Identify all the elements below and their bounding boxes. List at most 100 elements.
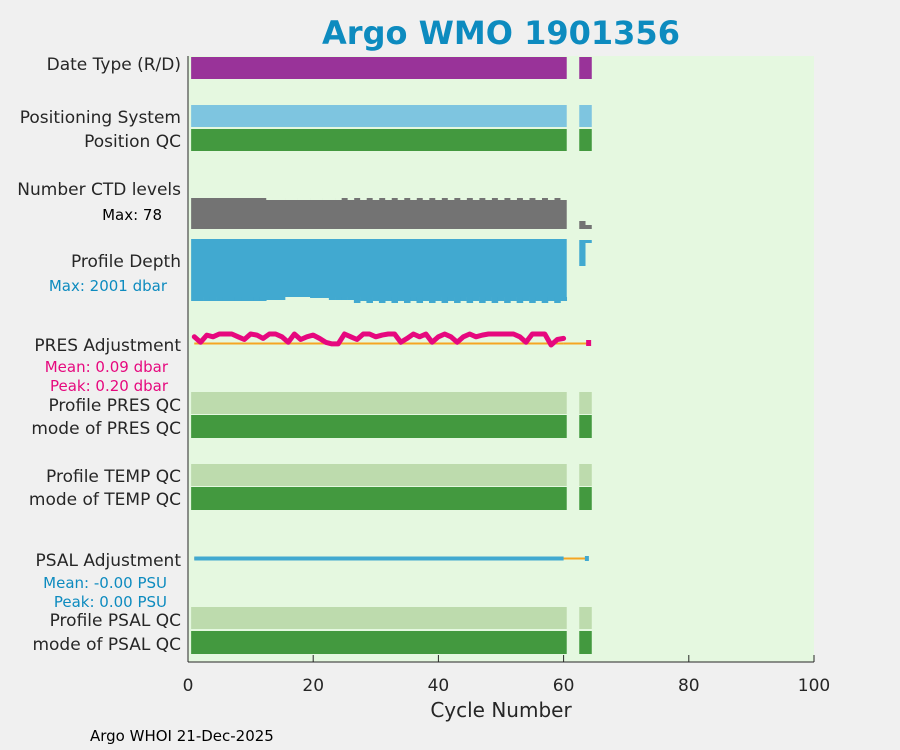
ctd-levels-gap-14 — [272, 198, 280, 200]
psal-adjustment-sub-label-2: Peak: 0.00 PSU — [54, 593, 167, 611]
ctd-levels-gap-19 — [303, 198, 311, 200]
ctd-levels-gap-21 — [316, 198, 323, 200]
profile-depth-cycle-6 — [222, 297, 229, 301]
x-axis-label: Cycle Number — [430, 698, 572, 722]
profile-pres-qc-label: Profile PRES QC — [48, 396, 181, 416]
mode-psal-qc-bar-1 — [191, 631, 567, 654]
profile-psal-qc-label: Profile PSAL QC — [50, 611, 181, 631]
profile-depth-cycle-3 — [203, 297, 211, 301]
ctd-levels-gap-48 — [485, 198, 492, 200]
profile-depth-cycle-28 — [360, 297, 367, 301]
position-qc-label: Position QC — [84, 132, 181, 152]
positioning-system-bar-2 — [579, 105, 592, 127]
profile-depth-cycle-33 — [391, 297, 399, 303]
psal-adjustment-sub-label: Mean: -0.00 PSU — [43, 574, 167, 592]
profile-psal-qc-bar-1 — [191, 607, 567, 629]
profile-pres-qc-bar-1 — [191, 392, 567, 414]
plot-background — [188, 56, 814, 662]
profile-depth-cycle-41 — [441, 297, 449, 303]
positioning-system-bar-1 — [191, 105, 567, 127]
ctd-levels-gap-15 — [278, 198, 286, 200]
ctd-levels-gap-40 — [435, 198, 442, 200]
mode-temp-qc-bar-2 — [579, 487, 592, 510]
profile-depth-cycle-29 — [366, 297, 373, 303]
profile-depth-cycle-48 — [485, 297, 492, 301]
ctd-levels-gap-44 — [460, 198, 467, 200]
date-type-label: Date Type (R/D) — [47, 55, 181, 75]
ctd-levels-gap-38 — [422, 198, 430, 200]
mode-pres-qc-bar-2 — [579, 415, 592, 438]
mode-temp-qc-label: mode of TEMP QC — [29, 490, 181, 510]
profile-depth-cycle-53 — [516, 297, 524, 303]
profile-depth-cycle-32 — [385, 297, 392, 301]
profile-depth-cycle-47 — [479, 297, 486, 303]
psal-adjustment-label: PSAL Adjustment — [36, 551, 182, 571]
ctd-levels-bar-2 — [579, 221, 586, 229]
date-type-bar-1 — [191, 57, 567, 79]
profile-depth-cycle-45 — [466, 297, 474, 303]
x-tick-label-0: 0 — [183, 676, 194, 696]
profile-depth-cycle-58 — [547, 297, 555, 301]
profile-depth-cycle-24 — [335, 297, 342, 300]
ctd-levels-gap-22 — [322, 198, 330, 200]
ctd-levels-gap-46 — [472, 198, 480, 200]
pres-adjustment-sub-label-2: Peak: 0.20 dbar — [50, 377, 169, 395]
profile-depth-cycle-22 — [322, 297, 330, 298]
profile-depth-cycle-10 — [247, 297, 255, 301]
profile-depth-cycle-34 — [397, 297, 405, 301]
ctd-levels-gap-26 — [347, 198, 355, 200]
profile-depth-cycle-1 — [191, 297, 198, 301]
profile-depth-cycle-25 — [341, 297, 348, 300]
profile-depth-cycle-55 — [529, 297, 536, 303]
profile-depth-cycle-36 — [410, 297, 417, 301]
x-tick-label-60: 60 — [553, 676, 575, 696]
ctd-levels-gap-58 — [547, 198, 555, 200]
footer-text: Argo WHOI 21-Dec-2025 — [90, 727, 274, 745]
profile-depth-cycle-13 — [266, 297, 273, 300]
mode-psal-qc-bar-2 — [579, 631, 592, 654]
ctd-levels-gap-17 — [291, 198, 298, 200]
profile-depth-cycle-51 — [504, 297, 511, 303]
x-tick-label-100: 100 — [798, 676, 830, 696]
x-tick-label-20: 20 — [302, 676, 324, 696]
mode-pres-qc-bar-1 — [191, 415, 567, 438]
profile-depth-cycle-9 — [241, 297, 248, 301]
ctd-levels-bar-3 — [585, 225, 592, 229]
profile-depth-sub-label: Max: 2001 dbar — [49, 277, 168, 295]
profile-depth-cycle-26 — [347, 297, 355, 300]
psal-adjustment-point-64 — [584, 556, 589, 561]
profile-depth-cycle-52 — [510, 297, 517, 301]
ctd-levels-gap-32 — [385, 198, 392, 200]
profile-depth-cycle-39 — [429, 297, 436, 303]
ctd-levels-gap-28 — [360, 198, 367, 200]
profile-temp-qc-bar-2 — [579, 464, 592, 486]
profile-depth-cycle-37 — [416, 297, 424, 303]
ctd-levels-gap-23 — [328, 198, 336, 200]
number-ctd-levels-sub-label: Max: 78 — [102, 206, 162, 224]
profile-depth-cycle-30 — [372, 297, 380, 301]
ctd-levels-gap-13 — [266, 198, 273, 200]
profile-depth-cycle-49 — [491, 297, 499, 303]
profile-depth-cycle-38 — [422, 297, 430, 301]
profile-depth-cycle-54 — [522, 297, 530, 301]
profile-depth-cycle-60 — [560, 297, 568, 301]
profile-temp-qc-bar-1 — [191, 464, 567, 486]
axes: 0 20 40 60 80 100 — [183, 56, 830, 696]
profile-depth-cycle-5 — [216, 297, 223, 301]
profile-depth-cycle-7 — [228, 297, 236, 301]
profile-depth-cycle-44 — [460, 297, 467, 301]
profile-depth-label: Profile Depth — [71, 252, 181, 272]
ctd-levels-gap-42 — [447, 198, 455, 200]
mode-temp-qc-bar-1 — [191, 487, 567, 510]
mode-psal-qc-label: mode of PSAL QC — [32, 635, 181, 655]
profile-depth-cycle-8 — [234, 297, 242, 301]
pres-adjustment-line — [191, 331, 567, 348]
ctd-levels-bar-1 — [191, 198, 567, 229]
ctd-levels-gap-54 — [522, 198, 530, 200]
ctd-levels-gap-36 — [410, 198, 417, 200]
row-labels: Date Type (R/D) Positioning System Positio… — [17, 55, 181, 655]
x-tick-label-80: 80 — [678, 676, 700, 696]
profile-depth-bar-1 — [191, 239, 567, 297]
ctd-levels-gap-24 — [335, 198, 342, 200]
ctd-levels-gap-20 — [310, 198, 317, 200]
